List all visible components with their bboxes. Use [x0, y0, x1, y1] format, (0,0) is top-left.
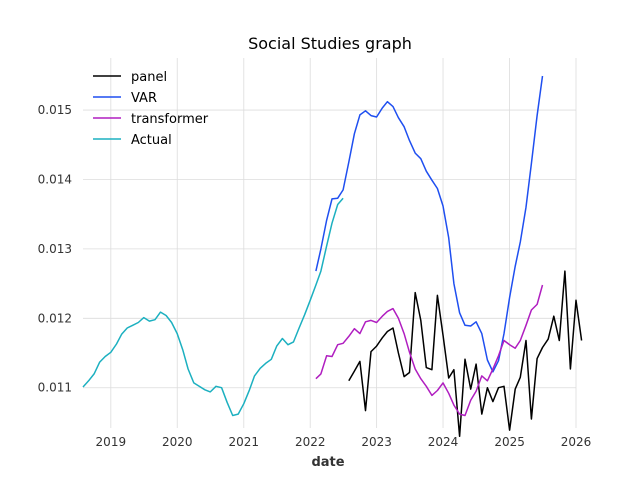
x-tick-label: 2023: [361, 435, 392, 449]
y-tick-label: 0.015: [38, 103, 72, 117]
x-tick-label: 2020: [162, 435, 193, 449]
series-line-panel: [348, 270, 583, 438]
x-tick-label: 2019: [96, 435, 127, 449]
legend-item: panel: [93, 70, 167, 85]
y-axis-ticks: 0.011 0.012 0.013 0.014 0.015: [38, 103, 72, 395]
x-axis-label: date: [311, 455, 344, 470]
legend-item: Actual: [93, 133, 172, 148]
series-line-actual: [82, 197, 344, 417]
y-tick-label: 0.013: [38, 242, 72, 256]
grid-lines: [83, 58, 577, 428]
series-line-transformer: [315, 284, 544, 417]
x-tick-label: 2024: [428, 435, 459, 449]
series-lines: [82, 75, 583, 438]
x-tick-label: 2021: [229, 435, 260, 449]
legend-label: panel: [131, 70, 167, 85]
y-tick-label: 0.011: [38, 381, 72, 395]
x-tick-label: 2025: [494, 435, 525, 449]
legend-item: transformer: [93, 112, 209, 127]
x-tick-label: 2026: [561, 435, 592, 449]
legend-label: Actual: [131, 133, 172, 148]
series-line-var: [315, 75, 544, 373]
y-tick-label: 0.014: [38, 172, 72, 186]
y-tick-label: 0.012: [38, 311, 72, 325]
chart-title: Social Studies graph: [248, 34, 412, 53]
legend-label: VAR: [131, 91, 157, 106]
x-tick-label: 2022: [295, 435, 326, 449]
x-axis-ticks: 2019 2020 2021 2022 2023 2024 2025 2026: [96, 435, 592, 449]
legend: panel VAR transformer Actual: [93, 70, 209, 148]
legend-item: VAR: [93, 91, 157, 106]
legend-label: transformer: [131, 112, 209, 127]
